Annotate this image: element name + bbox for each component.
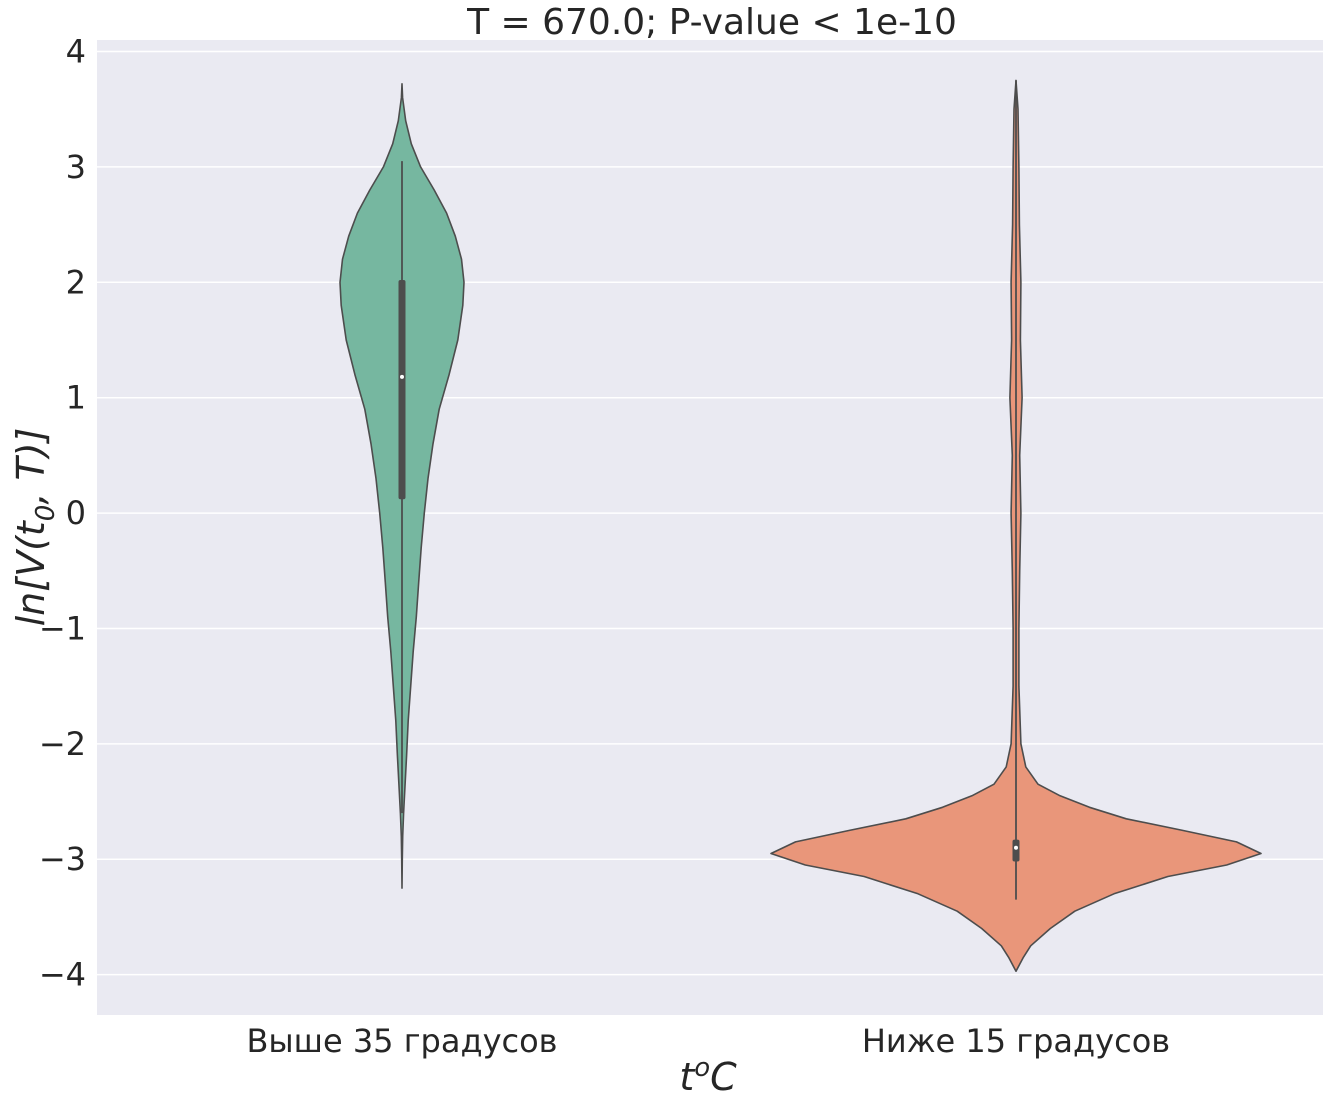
y-tick-label: 1	[66, 379, 86, 417]
x-axis-label-main: t	[679, 1055, 696, 1099]
y-tick-label: 0	[66, 494, 86, 532]
chart-title: T = 670.0; P-value < 1e-10	[466, 2, 957, 43]
x-tick-label: Ниже 15 градусов	[862, 1022, 1170, 1060]
violins	[339, 79, 1262, 972]
y-tick-label: 2	[66, 263, 86, 301]
y-axis-label-sub: 0	[31, 505, 61, 522]
y-tick-label: −3	[39, 840, 86, 878]
violin-median-point	[1014, 845, 1018, 850]
x-tick-label: Выше 35 градусов	[246, 1022, 557, 1060]
y-tick-label: −1	[39, 609, 86, 647]
y-tick-label: 4	[66, 33, 86, 71]
y-axis-label: ln[V(t0, T)]	[9, 428, 61, 627]
y-tick-label: −4	[39, 956, 86, 994]
x-axis-label: toC	[679, 1053, 737, 1099]
violin-iqr-box	[1012, 839, 1020, 862]
y-tick-label: 3	[66, 148, 86, 186]
grid-lines	[97, 50, 1323, 976]
y-axis-label-pre: ln[V(t	[9, 519, 53, 626]
violin-iqr-box	[398, 280, 406, 500]
x-axis-label-sup: o	[694, 1053, 710, 1083]
y-tick-label: −2	[39, 725, 86, 763]
y-axis-label-post: , T)]	[9, 428, 53, 505]
y-tick-labels: 4 3 2 1 0 −1 −2 −3 −4	[39, 33, 86, 994]
violin-median-point	[400, 374, 404, 379]
x-axis-label-suffix: C	[710, 1055, 737, 1099]
x-tick-labels: Выше 35 градусов Ниже 15 градусов	[246, 1022, 1170, 1060]
